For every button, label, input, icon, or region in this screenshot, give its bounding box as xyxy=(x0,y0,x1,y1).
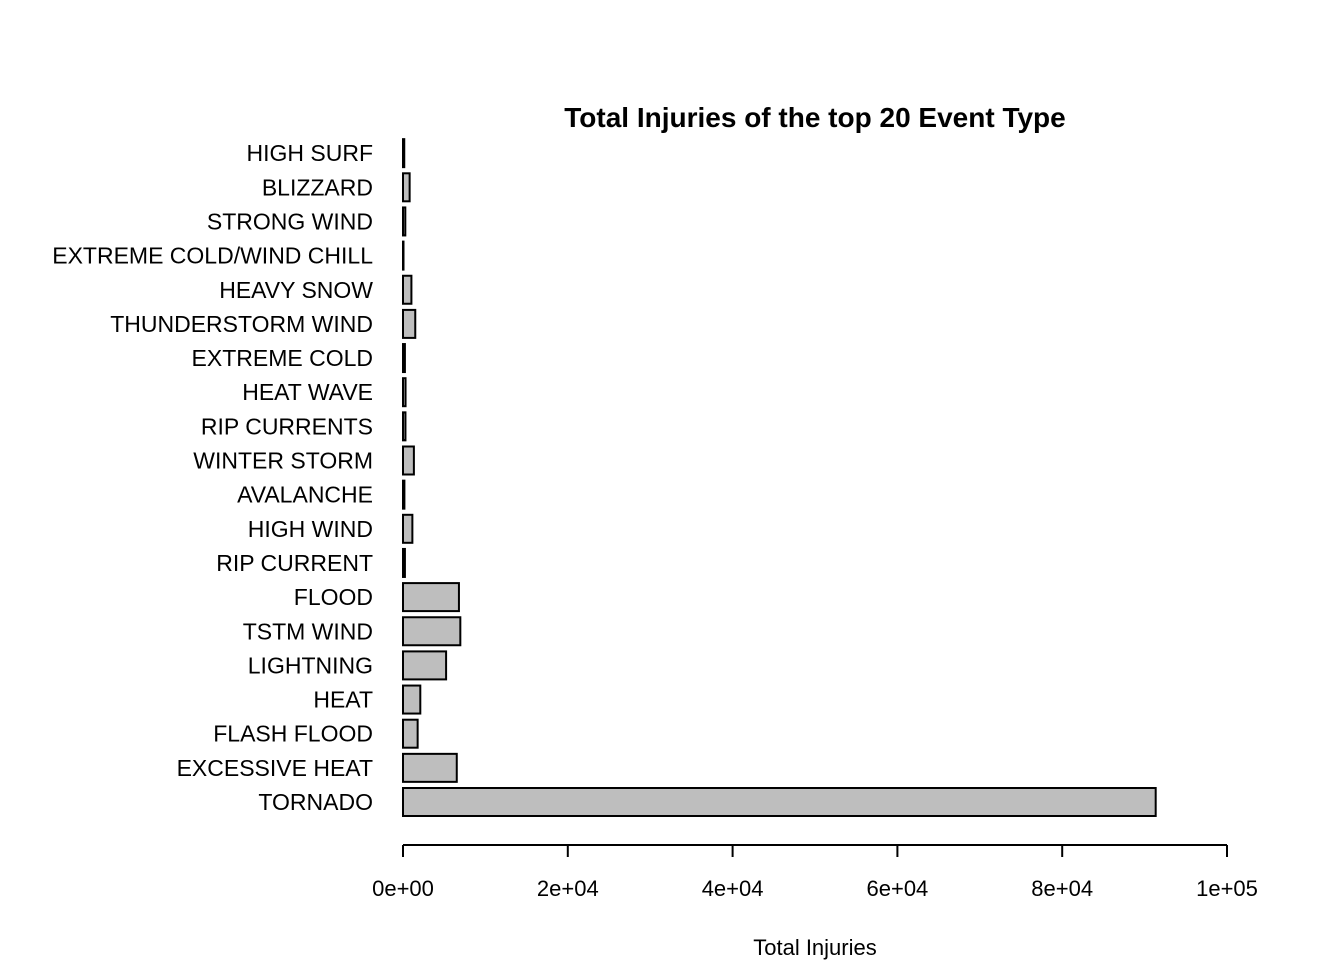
chart-title: Total Injuries of the top 20 Event Type xyxy=(564,102,1065,133)
category-label-high-wind: HIGH WIND xyxy=(248,516,373,542)
category-label-heavy-snow: HEAVY SNOW xyxy=(219,277,373,303)
category-label-extreme-cold-wind-chill: EXTREME COLD/WIND CHILL xyxy=(52,243,373,269)
bar-heat-wave xyxy=(402,377,407,408)
bar-thunderstorm-wind xyxy=(402,308,417,339)
bar-blizzard xyxy=(402,172,411,203)
bar-tstm-wind xyxy=(402,616,462,647)
bar-extreme-cold-wind-chill xyxy=(402,240,405,271)
bar-tornado xyxy=(402,787,1157,817)
category-label-heat-wave: HEAT WAVE xyxy=(242,379,373,405)
bars-group xyxy=(402,138,1157,817)
bar-rip-currents xyxy=(402,411,407,442)
category-label-flood: FLOOD xyxy=(294,584,373,610)
category-label-heat: HEAT xyxy=(313,687,373,713)
x-tick-label-2: 4e+04 xyxy=(702,876,764,901)
category-label-rip-currents: RIP CURRENTS xyxy=(201,413,373,439)
bar-high-surf xyxy=(402,138,406,169)
bar-extreme-cold xyxy=(402,343,406,374)
bar-lightning xyxy=(402,650,448,681)
category-label-excessive-heat: EXCESSIVE HEAT xyxy=(177,755,373,781)
category-label-thunderstorm-wind: THUNDERSTORM WIND xyxy=(110,311,373,337)
category-label-tornado: TORNADO xyxy=(258,789,373,815)
bar-flood xyxy=(402,582,460,613)
x-tick-label-0: 0e+00 xyxy=(372,876,434,901)
x-tick-label-1: 2e+04 xyxy=(537,876,599,901)
bar-heat xyxy=(402,684,422,715)
x-tick-label-4: 8e+04 xyxy=(1031,876,1093,901)
category-label-lightning: LIGHTNING xyxy=(248,652,373,678)
bar-high-wind xyxy=(402,513,414,544)
category-label-avalanche: AVALANCHE xyxy=(237,482,373,508)
bar-flash-flood xyxy=(402,718,419,749)
bar-avalanche xyxy=(402,479,406,510)
category-label-blizzard: BLIZZARD xyxy=(262,174,373,200)
x-axis: 0e+00 2e+04 4e+04 6e+04 8e+04 1e+05 xyxy=(372,844,1258,901)
category-label-flash-flood: FLASH FLOOD xyxy=(213,721,373,747)
bar-heavy-snow xyxy=(402,274,413,305)
category-label-tstm-wind: TSTM WIND xyxy=(243,618,373,644)
category-label-rip-current: RIP CURRENT xyxy=(216,550,373,576)
category-label-extreme-cold: EXTREME COLD xyxy=(192,345,373,371)
bar-strong-wind xyxy=(402,206,407,237)
x-tick-label-5: 1e+05 xyxy=(1196,876,1258,901)
category-label-strong-wind: STRONG WIND xyxy=(207,208,373,234)
x-axis-title: Total Injuries xyxy=(753,935,877,960)
bar-winter-storm xyxy=(402,445,415,476)
bar-excessive-heat xyxy=(402,752,458,783)
category-label-high-surf: HIGH SURF xyxy=(247,140,374,166)
category-label-winter-storm: WINTER STORM xyxy=(193,448,373,474)
category-labels-group: TORNADO EXCESSIVE HEAT FLASH FLOOD HEAT LIGH… xyxy=(52,140,373,815)
x-tick-label-3: 6e+04 xyxy=(867,876,929,901)
bar-rip-current xyxy=(402,547,406,578)
